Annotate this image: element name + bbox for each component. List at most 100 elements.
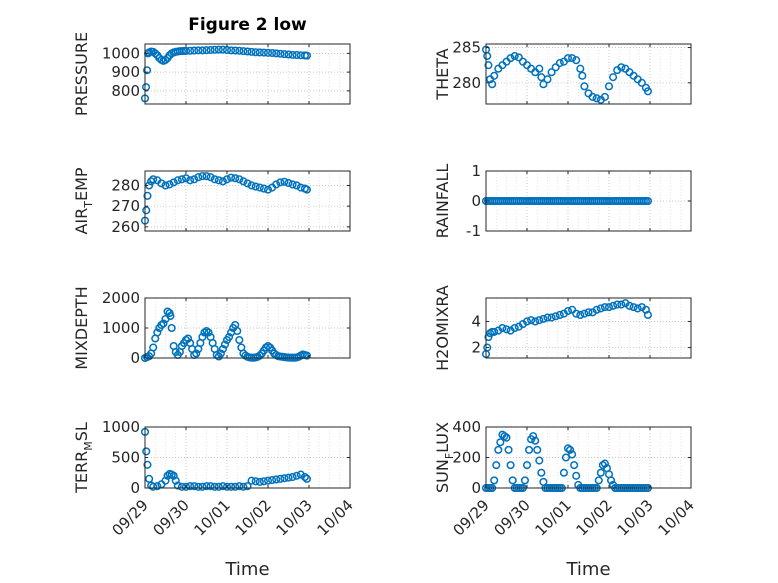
terr_msl-point bbox=[218, 482, 227, 491]
terr_msl-ytick-label: 500 bbox=[111, 449, 140, 467]
sun_flux-point bbox=[529, 432, 538, 441]
terr_msl-point bbox=[255, 477, 264, 486]
theta-ylabel: THETA bbox=[433, 48, 452, 100]
terr_msl-point bbox=[153, 482, 162, 491]
air_temp-point bbox=[231, 174, 240, 183]
pressure-point bbox=[206, 45, 215, 55]
theta-point bbox=[576, 64, 585, 73]
theta-point bbox=[484, 61, 493, 70]
terr_msl-point bbox=[263, 476, 273, 485]
terr_msl-point bbox=[222, 482, 232, 491]
terr_msl-point bbox=[169, 471, 178, 480]
terr_msl-point bbox=[149, 482, 158, 491]
air_temp-point bbox=[149, 175, 158, 184]
rainfall-ytick-label: 1 bbox=[471, 162, 481, 180]
terr_msl-point bbox=[161, 476, 170, 485]
h2omixra-point bbox=[604, 303, 614, 312]
sun_flux-ylabel-subscript: F bbox=[443, 453, 456, 459]
theta-point bbox=[592, 94, 601, 103]
pressure-point bbox=[280, 50, 289, 59]
sun_flux-ytick-label: 200 bbox=[452, 449, 481, 467]
sun_flux-ylabel: SUNFLUX bbox=[433, 422, 456, 493]
h2omixra-point bbox=[510, 323, 519, 333]
air_temp-point bbox=[198, 172, 207, 181]
mixdepth-ytick-label: 0 bbox=[130, 349, 140, 367]
terr_msl-point bbox=[251, 477, 260, 486]
pressure-point bbox=[235, 46, 244, 55]
sun_flux-point bbox=[566, 445, 575, 454]
sun_flux-point bbox=[596, 468, 605, 477]
theta-point bbox=[488, 80, 497, 89]
air_temp-point bbox=[247, 181, 256, 190]
terr_msl-point bbox=[300, 472, 309, 482]
h2omixra-point bbox=[543, 313, 552, 322]
air_temp-point bbox=[206, 173, 215, 182]
pressure-point bbox=[190, 46, 199, 55]
terr_msl-point bbox=[186, 482, 195, 491]
theta-point bbox=[578, 71, 587, 80]
h2omixra-point bbox=[531, 317, 540, 326]
terr_msl-ylabel-subscript: M bbox=[82, 441, 95, 451]
sun_flux-point bbox=[533, 445, 542, 454]
sun_flux-point bbox=[508, 476, 517, 485]
pressure-ytick-label: 900 bbox=[111, 63, 140, 81]
mixdepth-point bbox=[225, 332, 234, 342]
pressure-point bbox=[272, 49, 281, 58]
h2omixra-point bbox=[572, 309, 581, 318]
air_temp-point bbox=[210, 175, 219, 184]
pressure-point bbox=[268, 48, 277, 58]
h2omixra-point bbox=[539, 314, 548, 323]
sun_flux-point bbox=[490, 476, 499, 485]
pressure-point bbox=[194, 46, 203, 55]
terr_msl-point bbox=[296, 470, 305, 479]
air_temp-point bbox=[276, 178, 285, 187]
h2omixra-point bbox=[592, 305, 601, 314]
terr_msl-point bbox=[235, 482, 244, 491]
mixdepth-point bbox=[166, 311, 175, 321]
terr_msl-point bbox=[142, 447, 151, 456]
panel-mixdepth: 0 1000 2000 MIXDEPTH bbox=[72, 286, 351, 370]
air_temp-point bbox=[302, 185, 312, 194]
pressure-point bbox=[218, 45, 227, 54]
theta-point bbox=[555, 59, 564, 68]
theta-point bbox=[490, 71, 499, 80]
sun_flux-ytick-label: 0 bbox=[471, 479, 481, 497]
air_temp-point bbox=[194, 173, 203, 182]
terr_msl-point bbox=[177, 482, 186, 491]
sun_flux-point bbox=[572, 471, 581, 480]
air_temp-point bbox=[222, 175, 232, 184]
rainfall-ytick-label: 0 bbox=[471, 192, 481, 210]
h2omixra-point bbox=[527, 316, 536, 325]
sun_flux-point bbox=[537, 468, 546, 477]
air_temp-point bbox=[218, 177, 227, 186]
sun_flux-ylabel-part: LUX bbox=[433, 422, 452, 453]
mixdepth-point bbox=[233, 326, 242, 336]
mixdepth-point bbox=[204, 328, 213, 337]
terr_msl-point bbox=[243, 482, 252, 491]
mixdepth-point bbox=[218, 344, 227, 354]
h2omixra-ytick-label: 4 bbox=[471, 312, 481, 330]
air_temp-ylabel-part: AIR bbox=[72, 208, 91, 235]
sun_flux-point bbox=[506, 461, 515, 470]
sun_flux-point bbox=[570, 461, 579, 470]
pressure-point bbox=[214, 45, 223, 54]
pressure-point bbox=[255, 48, 264, 57]
sun_flux-point bbox=[496, 438, 505, 447]
terr_msl-ytick-label: 1000 bbox=[102, 418, 140, 436]
pressure-point bbox=[251, 48, 260, 57]
pressure-point bbox=[186, 46, 195, 55]
pressure-point bbox=[243, 47, 252, 56]
h2omixra-point bbox=[613, 300, 622, 309]
mixdepth-point bbox=[159, 319, 168, 328]
pressure-point bbox=[247, 47, 256, 56]
pressure-point bbox=[239, 47, 248, 56]
terr_msl-point bbox=[143, 460, 152, 469]
mixdepth-point bbox=[184, 334, 193, 343]
theta-point bbox=[563, 54, 573, 63]
sun_flux-ylabel-part: SUN bbox=[433, 459, 452, 493]
sun_flux-point bbox=[568, 450, 577, 459]
theta-point bbox=[609, 73, 618, 82]
mixdepth-ytick-label: 1000 bbox=[102, 319, 140, 337]
